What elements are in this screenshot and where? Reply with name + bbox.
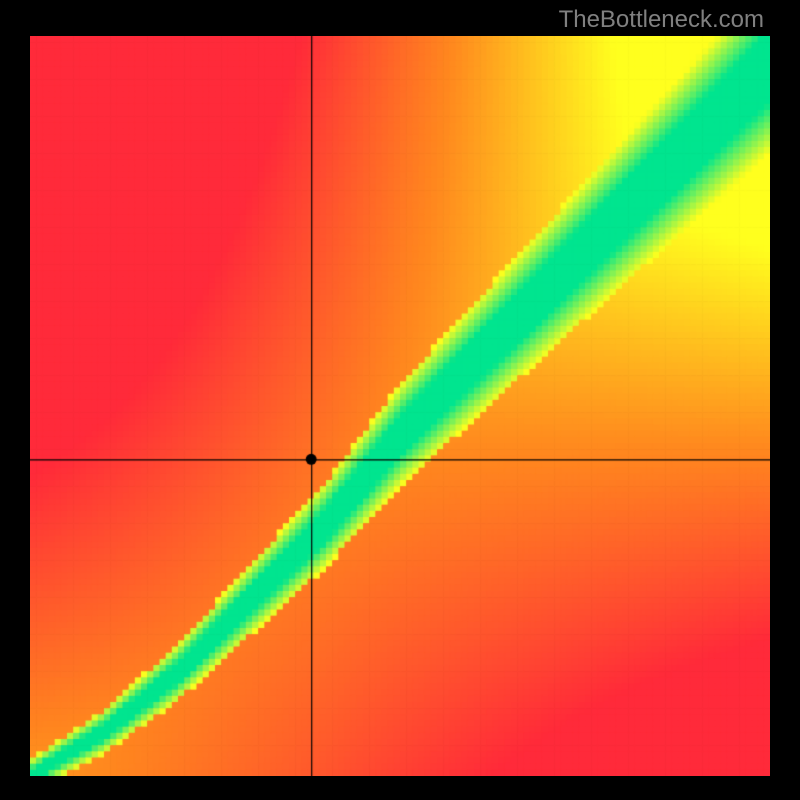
bottleneck-heatmap — [30, 36, 770, 776]
chart-container: TheBottleneck.com — [0, 0, 800, 800]
watermark-text: TheBottleneck.com — [559, 6, 764, 34]
